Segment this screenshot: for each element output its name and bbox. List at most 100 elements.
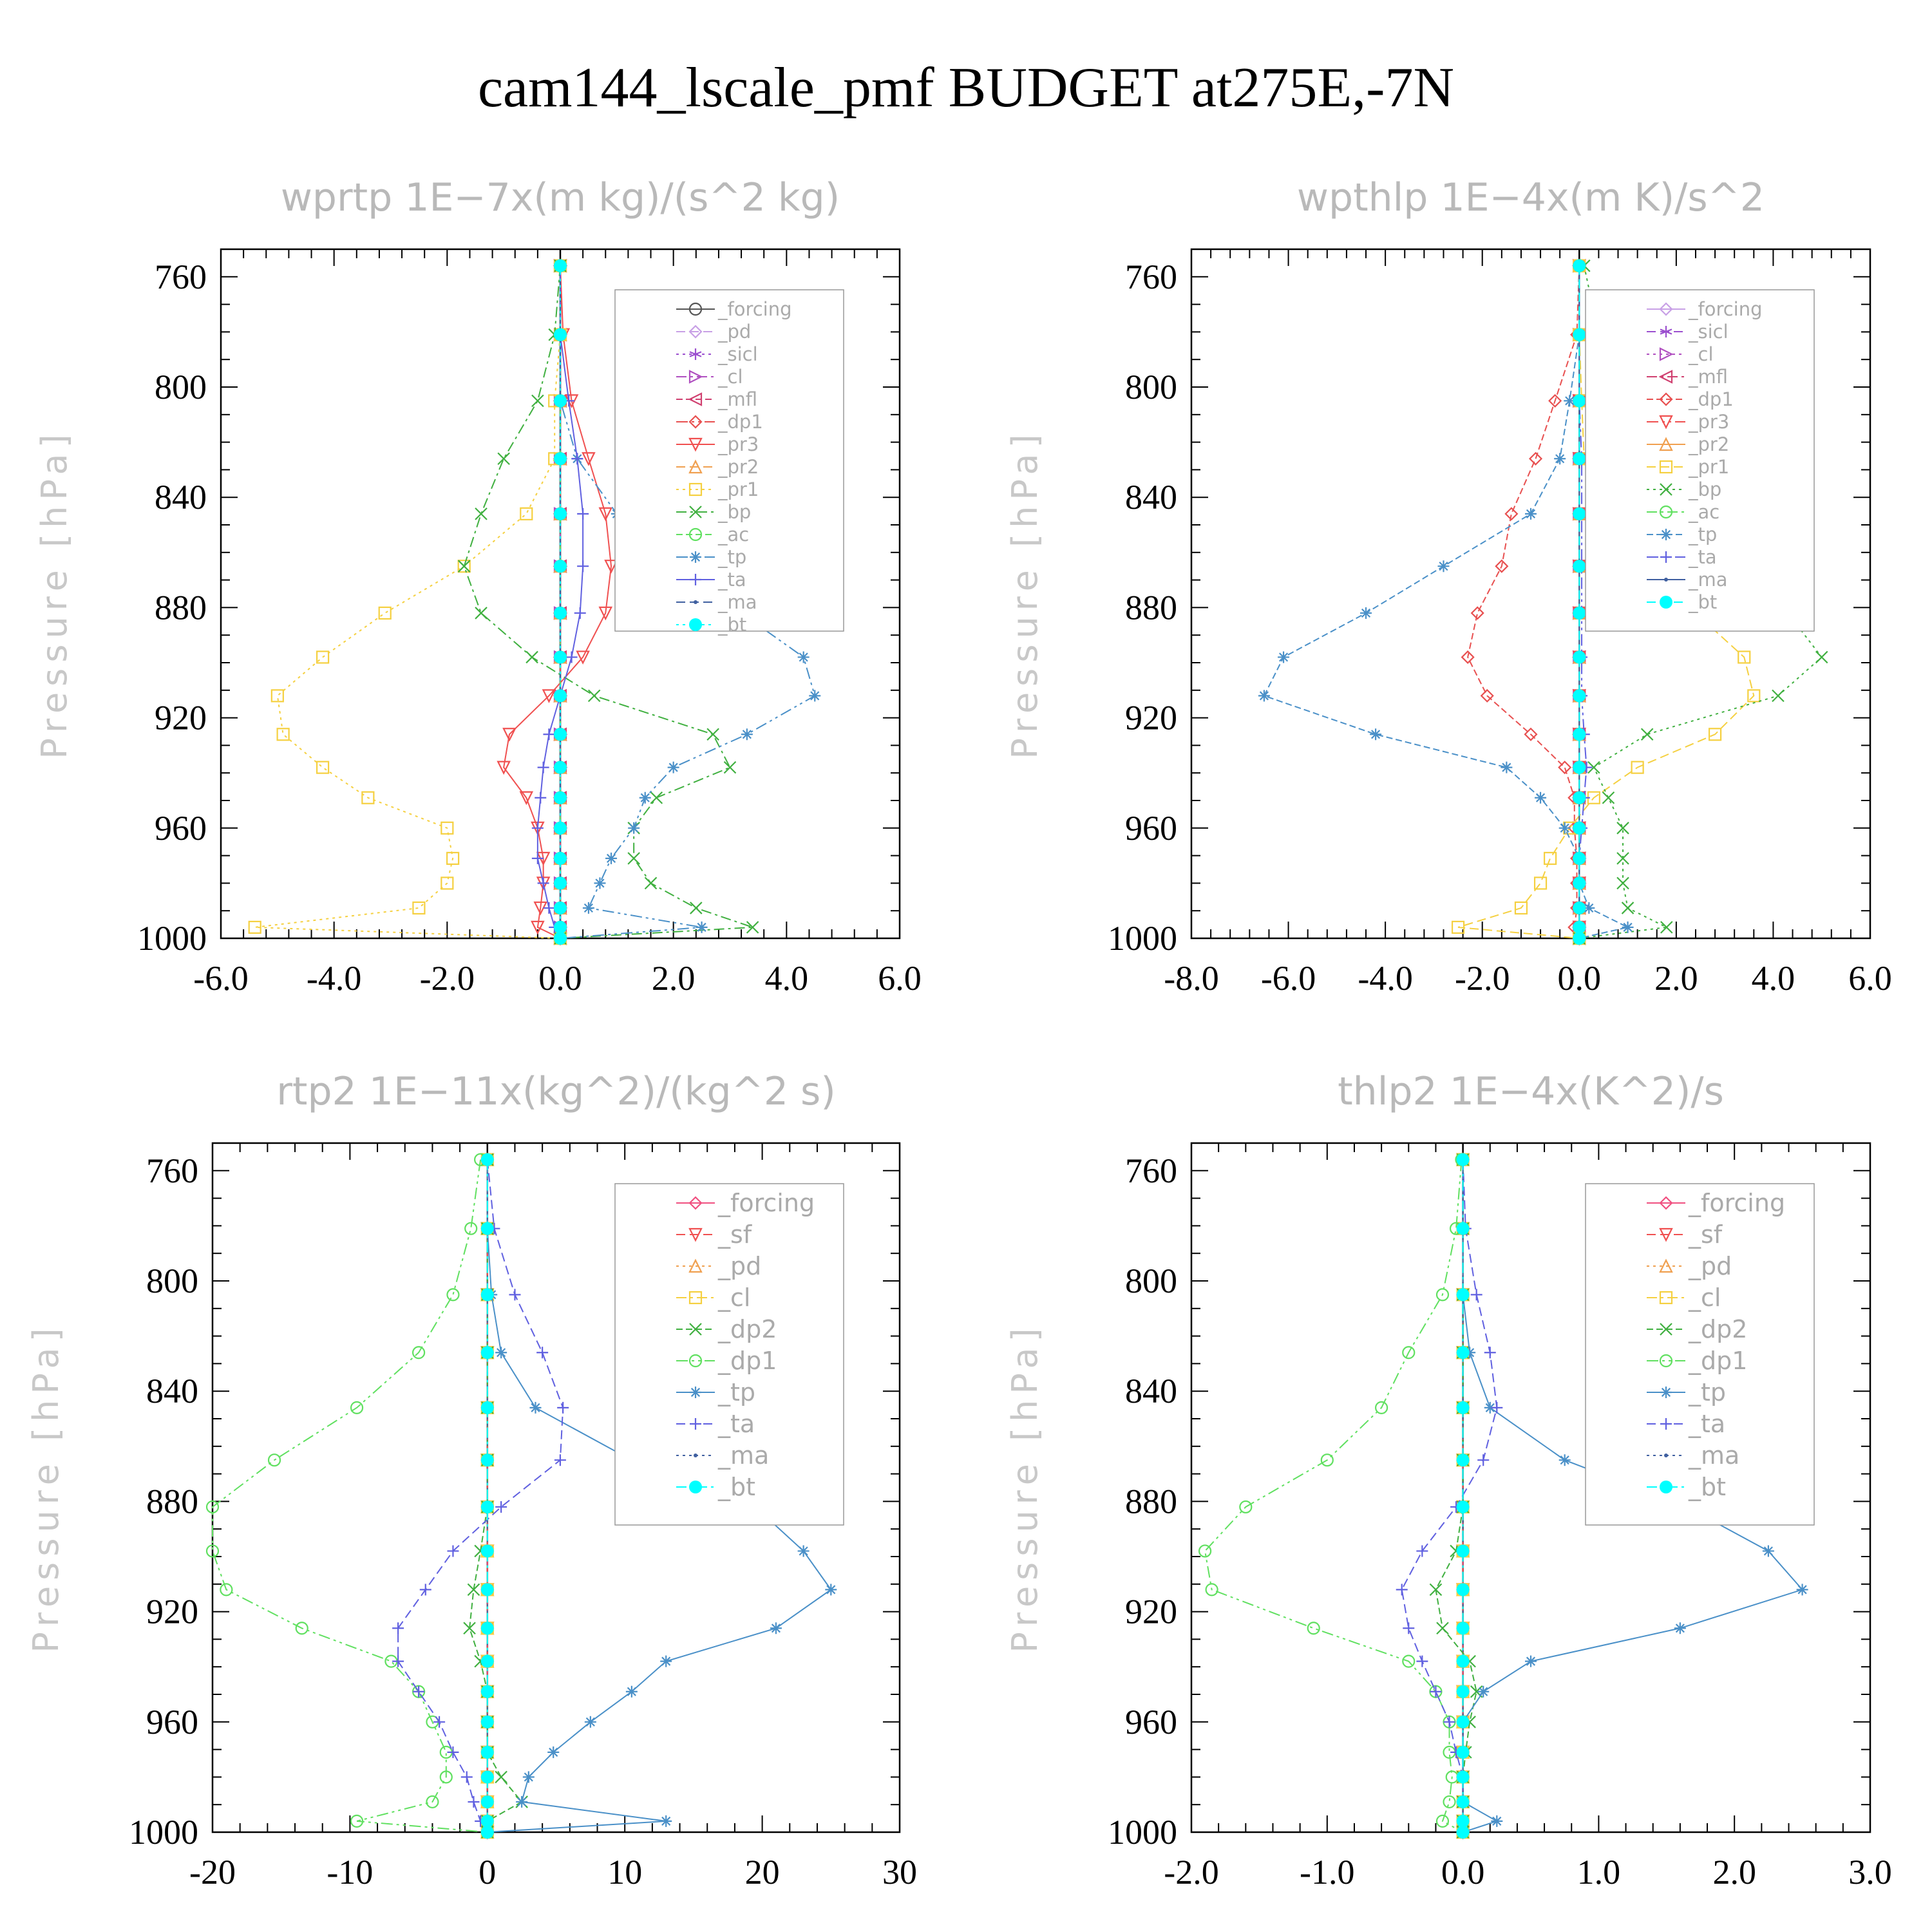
data-point <box>522 1771 535 1783</box>
legend-marker <box>689 618 702 631</box>
data-point <box>1501 761 1513 773</box>
y-tick-label: 840 <box>155 478 207 516</box>
x-tick-label: 4.0 <box>765 959 809 998</box>
data-point <box>1583 902 1595 914</box>
data-point <box>1558 1454 1571 1466</box>
series-line <box>1578 265 1587 938</box>
legend-item: _mfl <box>676 388 757 410</box>
legend-marker <box>1660 1387 1672 1398</box>
legend: _forcing _sf _pd _cl _dp2 _dp1 _tp _ta _ma _bt <box>614 1183 844 1526</box>
data-point <box>627 852 640 865</box>
data-point <box>1558 822 1571 834</box>
legend-label: _dp1 <box>717 411 763 433</box>
data-point <box>480 1685 494 1698</box>
legend-marker <box>1658 370 1673 384</box>
legend-item: _dp2 <box>676 1315 777 1343</box>
legend-item: _bt <box>1647 1473 1726 1501</box>
legend-marker <box>1660 483 1672 496</box>
legend-item: _tp <box>1647 1378 1726 1406</box>
legend-marker <box>690 1387 701 1398</box>
data-point <box>571 453 583 465</box>
data-point <box>1573 920 1586 934</box>
legend-item: _ma <box>1647 569 1728 591</box>
legend-label: _forcing <box>717 1189 815 1217</box>
legend-item: _cl <box>1647 1283 1721 1312</box>
data-point <box>1548 393 1562 408</box>
legend-label: _pd <box>717 321 751 343</box>
data-point <box>1443 1795 1456 1809</box>
legend-label: _pd <box>1688 1252 1732 1280</box>
data-point <box>1402 1654 1416 1668</box>
legend-item: _ma <box>676 1441 769 1470</box>
x-tick-label: -8.0 <box>1164 959 1218 998</box>
data-point <box>1738 650 1751 664</box>
data-point <box>480 1544 494 1558</box>
data-point <box>378 606 392 620</box>
x-tick-label: 30 <box>882 1853 917 1891</box>
data-point <box>746 921 759 934</box>
data-point <box>412 901 426 915</box>
y-tick-label: 880 <box>155 588 207 627</box>
legend-marker <box>688 302 703 316</box>
data-point <box>1616 822 1629 835</box>
data-point <box>460 1771 473 1783</box>
data-point <box>1573 876 1586 890</box>
series-bt <box>554 259 567 945</box>
legend-item: _cl <box>1647 343 1714 365</box>
legend-item: _ac <box>676 524 749 545</box>
data-point <box>480 1346 494 1359</box>
data-point <box>1451 920 1465 934</box>
legend-label: _bp <box>717 501 751 523</box>
data-point <box>1456 1288 1470 1302</box>
legend-label: _ac <box>1688 501 1719 523</box>
data-point <box>604 560 618 574</box>
legend-marker <box>688 1354 703 1368</box>
data-point <box>543 728 555 741</box>
legend-item: _cl <box>676 366 743 388</box>
data-point <box>1573 507 1586 520</box>
data-point <box>276 728 290 741</box>
legend-label: _ma <box>1688 569 1728 591</box>
legend-marker <box>1659 505 1673 519</box>
data-point <box>1514 901 1528 915</box>
data-point <box>1491 1401 1503 1414</box>
legend-label: _tp <box>717 546 746 568</box>
series-line <box>463 265 753 939</box>
data-point <box>547 1746 560 1758</box>
legend-item: _dp1 <box>676 411 763 433</box>
legend-label: _tp <box>717 1378 755 1406</box>
legend-item: _pd <box>1647 1252 1732 1280</box>
x-tick-label: 4.0 <box>1752 959 1795 998</box>
data-point <box>1525 1655 1537 1667</box>
x-tick-label: -6.0 <box>1261 959 1316 998</box>
data-point <box>1528 451 1543 466</box>
data-point <box>480 1401 494 1414</box>
data-point <box>1573 394 1586 408</box>
data-point <box>1621 902 1634 914</box>
legend-label: _forcing <box>1688 1189 1785 1217</box>
legend-label: _pr2 <box>717 456 759 478</box>
data-point <box>650 791 663 804</box>
data-point <box>797 1545 810 1557</box>
data-point <box>1320 1454 1334 1467</box>
data-point <box>1558 761 1572 775</box>
data-point <box>625 1685 638 1698</box>
legend-item: _dp1 <box>1647 1347 1747 1375</box>
data-point <box>495 1501 507 1513</box>
panel-title: rtp2 1E−11x(kg^2)/(kg^2 s) <box>276 1069 835 1114</box>
legend-label: _dp2 <box>717 1315 777 1343</box>
data-point <box>1429 1583 1443 1596</box>
legend: _forcing _sf _pd _cl _dp2 _dp1 _tp _ta _ma _bt <box>1585 1183 1815 1526</box>
legend-marker <box>1660 1481 1672 1493</box>
data-point <box>526 650 538 664</box>
panel-title: wpthlp 1E−4x(m K)/s^2 <box>1297 175 1765 220</box>
series-dp2 <box>1429 1153 1483 1839</box>
data-point <box>463 1622 476 1635</box>
data-point <box>1470 606 1484 620</box>
data-point <box>584 1716 596 1728</box>
legend-item: _pr3 <box>1647 411 1729 433</box>
data-point <box>1747 689 1761 703</box>
data-point <box>295 1622 308 1635</box>
